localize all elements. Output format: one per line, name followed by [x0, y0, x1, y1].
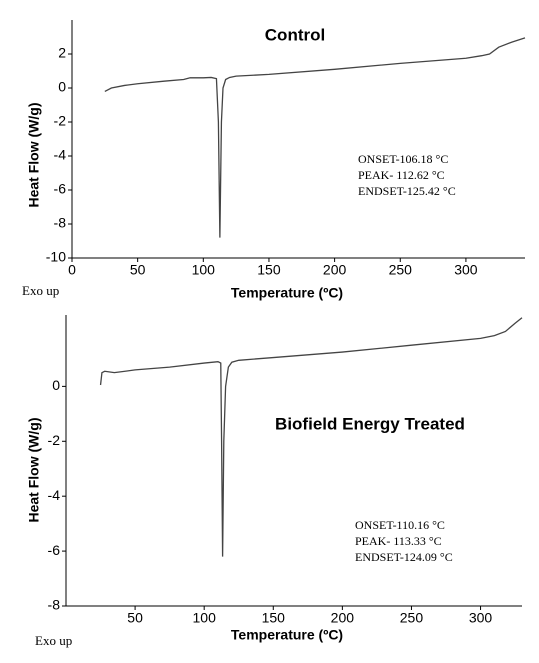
x-tick-label: 300	[469, 610, 493, 626]
x-tick-label: 300	[454, 262, 478, 278]
annotation: PEAK- 113.33 °C	[355, 534, 442, 548]
x-tick-label: 200	[331, 610, 355, 626]
x-tick-label: 50	[127, 610, 143, 626]
data-line	[104, 37, 526, 238]
annotation: ONSET-110.16 °C	[355, 518, 445, 532]
y-tick-label: -10	[46, 249, 66, 265]
exo-label: Exo up	[22, 283, 59, 298]
x-tick-label: 100	[193, 610, 217, 626]
y-tick-label: -2	[54, 113, 67, 129]
annotation: PEAK- 112.62 °C	[358, 168, 445, 182]
y-tick-label: 0	[52, 377, 60, 393]
exo-label: Exo up	[35, 633, 72, 648]
x-tick-label: 250	[389, 262, 413, 278]
chart-title: Biofield Energy Treated	[275, 414, 465, 433]
x-tick-label: 150	[257, 262, 281, 278]
x-tick-label: 0	[68, 262, 76, 278]
y-tick-label: 0	[58, 79, 66, 95]
data-line	[99, 317, 523, 557]
x-axis-label: Temperature (ºC)	[231, 627, 343, 643]
y-tick-label: -8	[48, 597, 61, 613]
y-tick-label: -2	[48, 432, 61, 448]
y-axis-label: Heat Flow (W/g)	[26, 103, 42, 208]
annotation: ENDSET-125.42 °C	[358, 184, 456, 198]
y-tick-label: 2	[58, 45, 66, 61]
chart-title: Control	[265, 25, 325, 44]
annotation: ENDSET-124.09 °C	[355, 550, 453, 564]
annotation: ONSET-106.18 °C	[358, 152, 448, 166]
x-axis-label: Temperature (ºC)	[231, 285, 343, 301]
x-tick-label: 200	[323, 262, 347, 278]
x-tick-label: 150	[262, 610, 286, 626]
y-tick-label: -4	[48, 487, 61, 503]
x-tick-label: 250	[400, 610, 424, 626]
y-tick-label: -4	[54, 147, 67, 163]
y-tick-label: -8	[54, 215, 67, 231]
y-tick-label: -6	[48, 542, 61, 558]
y-tick-label: -6	[54, 181, 67, 197]
y-axis-label: Heat Flow (W/g)	[26, 418, 42, 523]
x-tick-label: 50	[130, 262, 146, 278]
x-tick-label: 100	[192, 262, 216, 278]
